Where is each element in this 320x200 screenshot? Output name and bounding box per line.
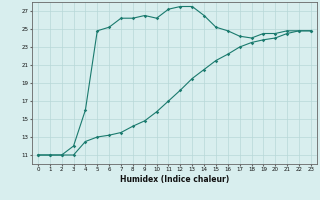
X-axis label: Humidex (Indice chaleur): Humidex (Indice chaleur) [120,175,229,184]
